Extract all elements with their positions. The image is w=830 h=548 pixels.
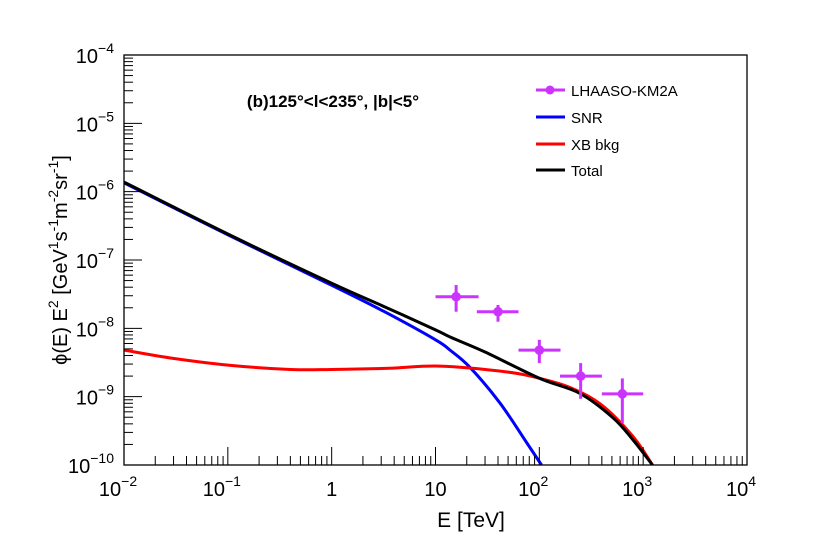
y-label-unit: s xyxy=(50,231,72,241)
tick-base: 10 xyxy=(518,479,540,501)
tick-exponent: −2 xyxy=(121,473,137,489)
legend: LHAASO-KM2A SNR XB bkg Total xyxy=(536,83,678,180)
tick-exponent: −7 xyxy=(98,245,114,261)
legend-entry-snr: SNR xyxy=(536,110,603,127)
legend-marker xyxy=(545,85,555,95)
data-point xyxy=(476,304,519,322)
tick-base: 10 xyxy=(76,319,98,341)
y-label-sup: 2 xyxy=(45,300,61,308)
y-axis-label: ϕ(E) E2 [GeV1s-1m-2sr-1] xyxy=(45,155,72,365)
y-tick-labels: 10−410−510−610−710−810−910−10 xyxy=(68,40,114,478)
series-line-snr xyxy=(124,181,543,465)
tick-exponent: −1 xyxy=(225,473,241,489)
x-tick-label: 10−2 xyxy=(99,473,137,501)
tick-base: 10 xyxy=(76,251,98,273)
data-marker xyxy=(617,389,628,399)
data-marker xyxy=(575,371,586,381)
data-point xyxy=(601,378,644,424)
data-point xyxy=(435,285,479,312)
y-label-main: ϕ(E) E xyxy=(50,308,72,365)
x-tick-label: 102 xyxy=(518,473,548,501)
tick-exponent: −9 xyxy=(98,382,114,398)
y-tick-label: 10−9 xyxy=(76,382,114,410)
tick-base: 10 xyxy=(99,479,121,501)
y-label-unit: m xyxy=(50,202,72,219)
data-point xyxy=(518,339,561,364)
legend-label: Total xyxy=(571,163,603,180)
y-tick-label: 10−7 xyxy=(76,245,114,273)
tick-base: 10 xyxy=(622,479,644,501)
series-line-xb-bkg xyxy=(124,348,654,465)
tick-exponent: 3 xyxy=(644,473,652,489)
tick-base: 10 xyxy=(76,388,98,410)
data-points-layer xyxy=(435,285,644,424)
y-tick-label: 10−8 xyxy=(76,313,114,341)
legend-label: SNR xyxy=(571,110,603,127)
curves-layer xyxy=(124,180,654,465)
legend-entry-lhaaso: LHAASO-KM2A xyxy=(536,83,678,100)
y-tick-label: 10−10 xyxy=(68,450,114,478)
y-tick-label: 10−4 xyxy=(76,40,114,68)
y-label-sup: 1 xyxy=(45,241,61,249)
legend-entry-total: Total xyxy=(536,163,603,180)
tick-base: 10 xyxy=(76,114,98,136)
tick-exponent: 2 xyxy=(541,473,549,489)
tick-base: 1 xyxy=(326,479,337,501)
y-tick-label: 10−5 xyxy=(76,108,114,136)
tick-base: 10 xyxy=(726,479,748,501)
tick-base: 10 xyxy=(68,456,90,478)
tick-exponent: 4 xyxy=(748,473,756,489)
data-marker xyxy=(451,291,461,302)
tick-exponent: −8 xyxy=(98,313,114,329)
data-point xyxy=(559,363,602,399)
data-marker xyxy=(534,345,545,355)
tick-exponent: −10 xyxy=(90,450,114,466)
x-tick-label: 10 xyxy=(424,479,446,501)
plot-frame xyxy=(123,54,748,466)
tick-exponent: −6 xyxy=(98,177,114,193)
x-tick-label: 1 xyxy=(326,479,337,501)
x-tick-labels: 10−2 10−1 1 10 102 103 104 xyxy=(99,473,756,501)
x-tick-label: 103 xyxy=(622,473,652,501)
tick-exponent: −5 xyxy=(98,108,114,124)
y-label-unit: ] xyxy=(50,155,72,161)
region-annotation: (b)125°<l<235°, |b|<5° xyxy=(247,92,419,111)
y-label-sup: -1 xyxy=(45,160,61,173)
data-marker xyxy=(493,306,503,317)
y-ticks xyxy=(124,57,142,466)
x-tick-label: 104 xyxy=(726,473,756,501)
x-ticks xyxy=(154,447,743,465)
y-label-unit: sr xyxy=(50,173,72,190)
tick-base: 10 xyxy=(424,479,446,501)
legend-entry-xb-bkg: XB bkg xyxy=(536,137,619,154)
tick-base: 10 xyxy=(76,46,98,68)
y-label-sup: -2 xyxy=(45,190,61,203)
y-label-unit: [GeV xyxy=(50,249,72,301)
tick-base: 10 xyxy=(203,479,225,501)
x-tick-label: 10−1 xyxy=(203,473,241,501)
series-line-total xyxy=(124,180,654,465)
tick-exponent: −4 xyxy=(98,40,114,56)
y-tick-label: 10−6 xyxy=(76,177,114,205)
legend-label: XB bkg xyxy=(571,137,619,154)
x-axis-label: E [TeV] xyxy=(437,509,505,532)
legend-label: LHAASO-KM2A xyxy=(571,83,678,100)
tick-base: 10 xyxy=(76,183,98,205)
y-label-sup: -1 xyxy=(45,219,61,232)
